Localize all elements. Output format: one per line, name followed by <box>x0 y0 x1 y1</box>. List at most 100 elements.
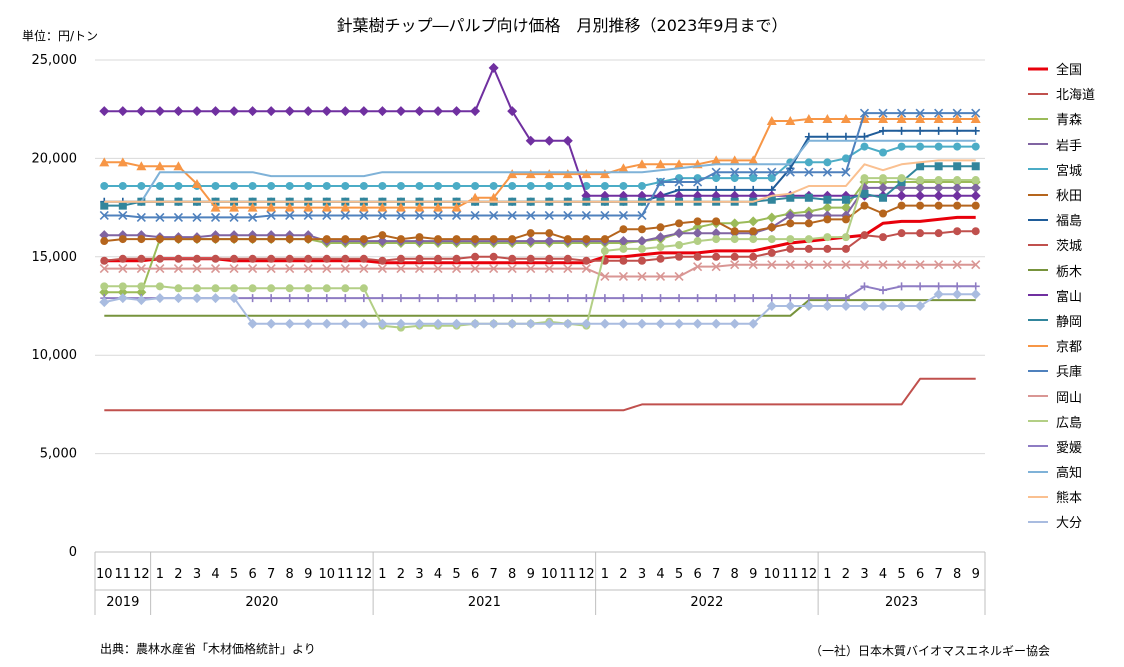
data-point <box>823 244 832 253</box>
data-point <box>675 219 684 228</box>
x-month-label: 6 <box>248 567 256 582</box>
data-point <box>581 264 591 274</box>
data-point <box>340 202 351 212</box>
data-point <box>916 162 925 171</box>
data-point <box>730 227 739 236</box>
data-point <box>508 235 517 244</box>
data-point <box>971 260 981 270</box>
data-point <box>952 182 963 193</box>
data-point <box>137 282 146 291</box>
legend-label: 岡山 <box>1056 390 1083 406</box>
x-month-label: 11 <box>337 567 354 582</box>
data-point <box>210 264 221 274</box>
data-point <box>191 178 202 188</box>
x-month-label: 4 <box>656 567 664 582</box>
data-point <box>952 260 962 270</box>
data-point <box>154 293 165 304</box>
data-point <box>99 264 109 274</box>
data-point <box>693 252 702 261</box>
publisher-credit: （一社）日本木質バイオマスエネルギー協会 <box>810 644 1051 658</box>
data-point <box>525 135 536 146</box>
data-point <box>599 318 610 329</box>
data-point <box>674 318 685 329</box>
legend-item: 静岡 <box>1028 308 1095 333</box>
data-point <box>730 174 739 183</box>
data-point <box>303 202 314 212</box>
data-point <box>600 235 609 244</box>
x-month-label: 3 <box>860 567 868 582</box>
data-point <box>267 235 276 244</box>
data-point <box>785 167 795 177</box>
series-line-10 <box>104 66 976 197</box>
data-point <box>841 233 850 242</box>
x-year-label: 2021 <box>468 595 501 610</box>
data-point <box>100 237 109 246</box>
data-point <box>767 248 776 257</box>
x-year-label: 2020 <box>245 595 278 610</box>
data-point <box>712 217 721 226</box>
data-point <box>786 164 795 173</box>
data-point <box>841 154 850 163</box>
data-point <box>970 289 981 300</box>
data-point <box>155 235 164 244</box>
data-point <box>377 236 388 247</box>
data-point <box>154 161 165 171</box>
data-point <box>414 202 425 212</box>
y-tick-label: 20,000 <box>32 151 78 166</box>
x-month-label: 8 <box>286 567 294 582</box>
legend-label: 栃木 <box>1056 264 1083 280</box>
data-point <box>415 233 424 242</box>
data-point <box>599 169 610 179</box>
data-point <box>174 181 183 190</box>
data-point <box>619 244 628 253</box>
x-month-label: 8 <box>508 567 516 582</box>
data-point <box>378 231 387 240</box>
data-point <box>581 318 592 329</box>
data-point <box>581 169 592 179</box>
data-point <box>618 210 629 221</box>
data-point <box>434 235 443 244</box>
data-point <box>285 254 294 263</box>
data-point <box>953 142 962 151</box>
data-point <box>118 235 127 244</box>
x-month-label: 2 <box>397 567 405 582</box>
data-point <box>766 116 777 126</box>
x-month-label: 9 <box>972 567 980 582</box>
data-point <box>803 114 814 124</box>
data-point <box>619 256 628 265</box>
data-point <box>878 182 889 193</box>
data-point <box>284 202 295 212</box>
data-point <box>804 219 813 228</box>
x-month-label: 9 <box>527 567 535 582</box>
data-point <box>211 254 220 263</box>
data-point <box>470 210 480 221</box>
x-month-label: 5 <box>897 567 905 582</box>
data-point <box>451 106 462 117</box>
x-month-label: 10 <box>96 567 113 582</box>
data-point <box>748 318 759 329</box>
data-point <box>192 235 201 244</box>
y-unit-label: 単位：円/トン <box>22 29 99 43</box>
data-point <box>582 294 591 303</box>
data-point <box>451 318 462 329</box>
data-point <box>471 235 480 244</box>
data-point <box>675 252 684 261</box>
data-point <box>396 181 405 190</box>
data-point <box>823 158 832 167</box>
legend-item: 秋田 <box>1028 182 1095 207</box>
data-point <box>600 210 610 221</box>
data-point <box>154 106 165 117</box>
data-point <box>359 294 368 303</box>
legend-label: 富山 <box>1056 289 1083 305</box>
data-point <box>433 106 444 117</box>
data-point <box>637 256 646 265</box>
data-point <box>489 252 498 261</box>
data-point <box>117 293 128 304</box>
data-point <box>748 216 759 227</box>
data-point <box>303 210 313 221</box>
legend-label: 高知 <box>1056 466 1083 482</box>
data-point <box>693 237 702 246</box>
data-point <box>711 318 722 329</box>
data-point <box>210 202 221 212</box>
